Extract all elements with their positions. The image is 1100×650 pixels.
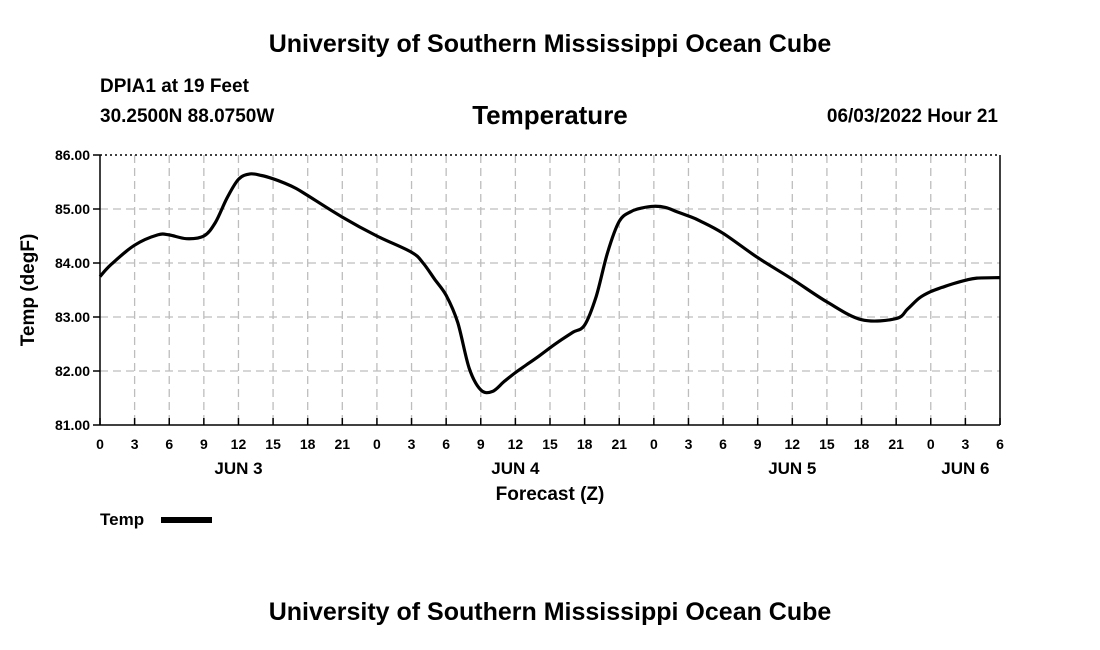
y-tick-label: 82.00: [55, 363, 90, 379]
x-tick-label: 21: [611, 436, 627, 452]
x-tick-label: 9: [200, 436, 208, 452]
y-tick-label: 83.00: [55, 309, 90, 325]
x-tick-label: 21: [335, 436, 351, 452]
x-tick-label: 3: [408, 436, 416, 452]
x-tick-label: 15: [542, 436, 558, 452]
day-label: JUN 6: [941, 459, 989, 478]
x-tick-label: 0: [927, 436, 935, 452]
series-layer: [98, 172, 1001, 395]
day-label: JUN 3: [214, 459, 262, 478]
page-title: University of Southern Mississippi Ocean…: [268, 30, 832, 58]
series-line-temp: [98, 172, 1001, 395]
x-tick-label: 3: [961, 436, 969, 452]
x-tick-label: 6: [996, 436, 1004, 452]
y-tick-label: 84.00: [55, 255, 90, 271]
x-tick-label: 12: [785, 436, 801, 452]
x-tick-label: 3: [131, 436, 139, 452]
x-tick-label: 0: [96, 436, 104, 452]
axes: [93, 154, 1001, 426]
grid-lines: [100, 155, 1000, 425]
axis-labels: 81.00 82.00 83.00 84.00 85.00 86.00 0 3 6 9 12 15 18…: [18, 147, 1004, 505]
chart-title: Temperature: [472, 100, 628, 130]
x-tick-label: 12: [508, 436, 524, 452]
legend-label: Temp: [100, 510, 145, 529]
x-axis-title: Forecast (Z): [496, 484, 605, 505]
x-tick-label: 18: [854, 436, 870, 452]
x-tick-label: 6: [165, 436, 173, 452]
y-axis-title: Temp (degF): [18, 234, 39, 347]
y-tick-label: 86.00: [55, 147, 90, 163]
coordinates-label: 30.2500N 88.0750W: [100, 106, 275, 127]
x-tick-label: 12: [231, 436, 247, 452]
x-tick-label: 0: [650, 436, 658, 452]
x-tick-label: 9: [754, 436, 762, 452]
station-label: DPIA1 at 19 Feet: [100, 76, 249, 97]
x-tick-label: 15: [819, 436, 835, 452]
footer-title: University of Southern Mississippi Ocean…: [268, 598, 832, 626]
day-label: JUN 5: [768, 459, 816, 478]
x-tick-label: 21: [888, 436, 904, 452]
day-label: JUN 4: [491, 459, 540, 478]
x-tick-label: 18: [577, 436, 593, 452]
forecast-datetime: 06/03/2022 Hour 21: [826, 106, 998, 127]
y-tick-label: 85.00: [55, 201, 90, 217]
x-tick-label: 3: [685, 436, 693, 452]
x-tick-label: 6: [442, 436, 450, 452]
x-tick-label: 18: [300, 436, 316, 452]
legend-line-swatch: [161, 517, 212, 523]
x-tick-label: 15: [265, 436, 281, 452]
y-tick-label: 81.00: [55, 417, 90, 433]
x-tick-label: 9: [477, 436, 485, 452]
x-tick-label: 6: [719, 436, 727, 452]
x-tick-label: 0: [373, 436, 381, 452]
